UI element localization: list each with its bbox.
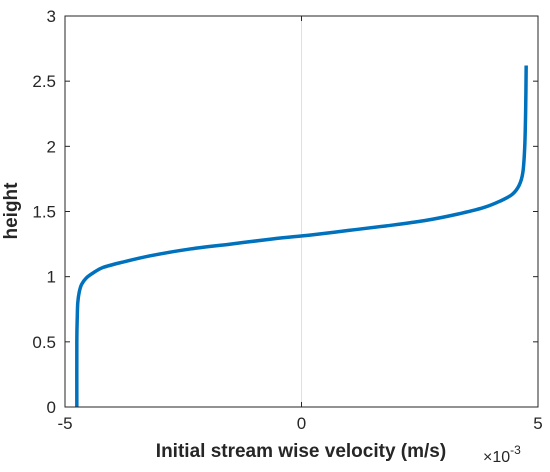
y-tick-label: 2.5 [32, 72, 56, 91]
x-tick-label: 0 [297, 414, 306, 433]
y-tick-label: 3 [47, 7, 56, 26]
x-tick-label: 5 [533, 414, 542, 433]
series-line-1 [75, 65, 528, 408]
x-scale-factor: ×10-3 [483, 443, 521, 466]
y-tick-label: 2 [47, 137, 56, 156]
x-scale-factor-times: × [483, 449, 492, 466]
y-tick-label: 0 [47, 398, 56, 417]
tick-labels: -5 0 500.511.522.53 [32, 7, 542, 433]
y-tick-label: 1.5 [32, 203, 56, 222]
ticks [64, 15, 539, 408]
y-tick-label: 0.5 [32, 333, 56, 352]
x-scale-factor-exponent: -3 [510, 443, 521, 457]
x-axis-label: Initial stream wise velocity (m/s) [156, 441, 446, 462]
y-tick-label: 1 [47, 268, 56, 287]
series-layer [75, 65, 528, 408]
x-tick-label: -5 [57, 414, 72, 433]
y-axis-label: height [1, 182, 22, 240]
x-scale-factor-base: 10 [492, 449, 510, 466]
